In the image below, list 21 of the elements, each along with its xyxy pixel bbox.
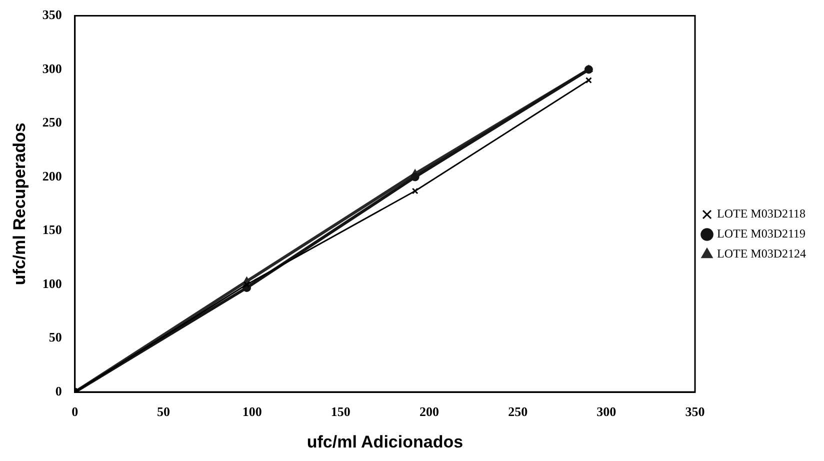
y-tick-label: 50 xyxy=(48,330,62,345)
y-tick-label: 0 xyxy=(55,383,62,398)
y-tick-label: 250 xyxy=(42,114,62,130)
x-axis-title: ufc/ml Adicionados xyxy=(306,432,464,452)
y-axis-title: ufc/ml Recuperados xyxy=(10,122,29,286)
y-tick-label: 100 xyxy=(42,276,62,291)
legend-label: LOTE M03D2119 xyxy=(717,226,806,241)
x-tick-label: 300 xyxy=(596,404,616,420)
x-tick-label: 50 xyxy=(156,404,170,420)
x-tick-label: 100 xyxy=(242,404,262,420)
y-tick-label: 200 xyxy=(42,168,62,184)
x-tick-label: 200 xyxy=(419,404,439,420)
x-tick-label: 250 xyxy=(508,404,528,420)
x-tick-label: 0 xyxy=(72,404,78,420)
x-tick-label: 350 xyxy=(685,404,705,420)
legend-label: LOTE M03D2118 xyxy=(717,206,806,221)
x-tick-label: 150 xyxy=(330,404,350,420)
legend-label: LOTE M03D2124 xyxy=(717,246,806,261)
y-tick-label: 350 xyxy=(42,7,62,22)
y-tick-label: 150 xyxy=(42,222,62,238)
y-tick-label: 300 xyxy=(42,60,62,76)
